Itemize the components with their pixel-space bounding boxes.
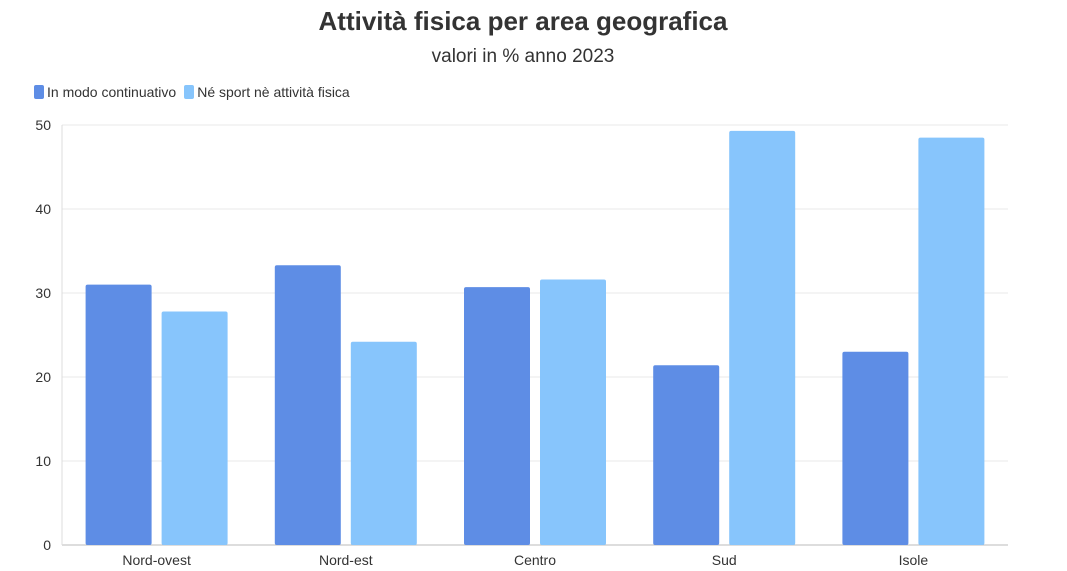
y-tick-label: 50: [35, 117, 51, 133]
legend-label-series-2: Né sport nè attività fisica: [197, 84, 350, 100]
chart-title: Attività fisica per area geografica: [318, 6, 728, 36]
y-tick-label: 40: [35, 201, 51, 217]
bar-nord-ovest-series-1[interactable]: [85, 284, 152, 545]
bar-sud-series-1[interactable]: [653, 365, 720, 545]
y-tick-label: 0: [43, 537, 51, 553]
x-tick-label: Nord-ovest: [122, 552, 191, 568]
bar-nord-est-series-1[interactable]: [274, 265, 341, 545]
x-tick-label: Centro: [514, 552, 556, 568]
legend-item-series-1[interactable]: In modo continuativo: [34, 84, 176, 100]
chart-subtitle: valori in % anno 2023: [431, 46, 615, 67]
bar-nord-ovest-series-2[interactable]: [161, 311, 228, 545]
legend-swatch-series-2: [184, 85, 195, 99]
legend-swatch-series-1: [34, 85, 44, 99]
x-tick-label: Nord-est: [319, 552, 373, 568]
legend-label-series-1: In modo continuativo: [47, 84, 177, 100]
chart-legend: In modo continuativo Né sport nè attivit…: [34, 84, 358, 100]
bar-nord-est-series-2[interactable]: [350, 341, 417, 545]
bar-isole-series-1[interactable]: [842, 351, 909, 545]
x-tick-label: Sud: [712, 552, 737, 568]
y-tick-label: 10: [35, 453, 51, 469]
x-tick-label: Isole: [899, 552, 929, 568]
bar-centro-series-2[interactable]: [540, 279, 606, 545]
y-tick-label: 30: [35, 285, 51, 301]
bar-sud-series-2[interactable]: [729, 130, 796, 545]
bar-centro-series-1[interactable]: [464, 287, 530, 545]
bar-isole-series-2[interactable]: [918, 137, 985, 545]
y-tick-label: 20: [35, 369, 51, 385]
legend-item-series-2[interactable]: Né sport nè attività fisica: [184, 84, 350, 100]
